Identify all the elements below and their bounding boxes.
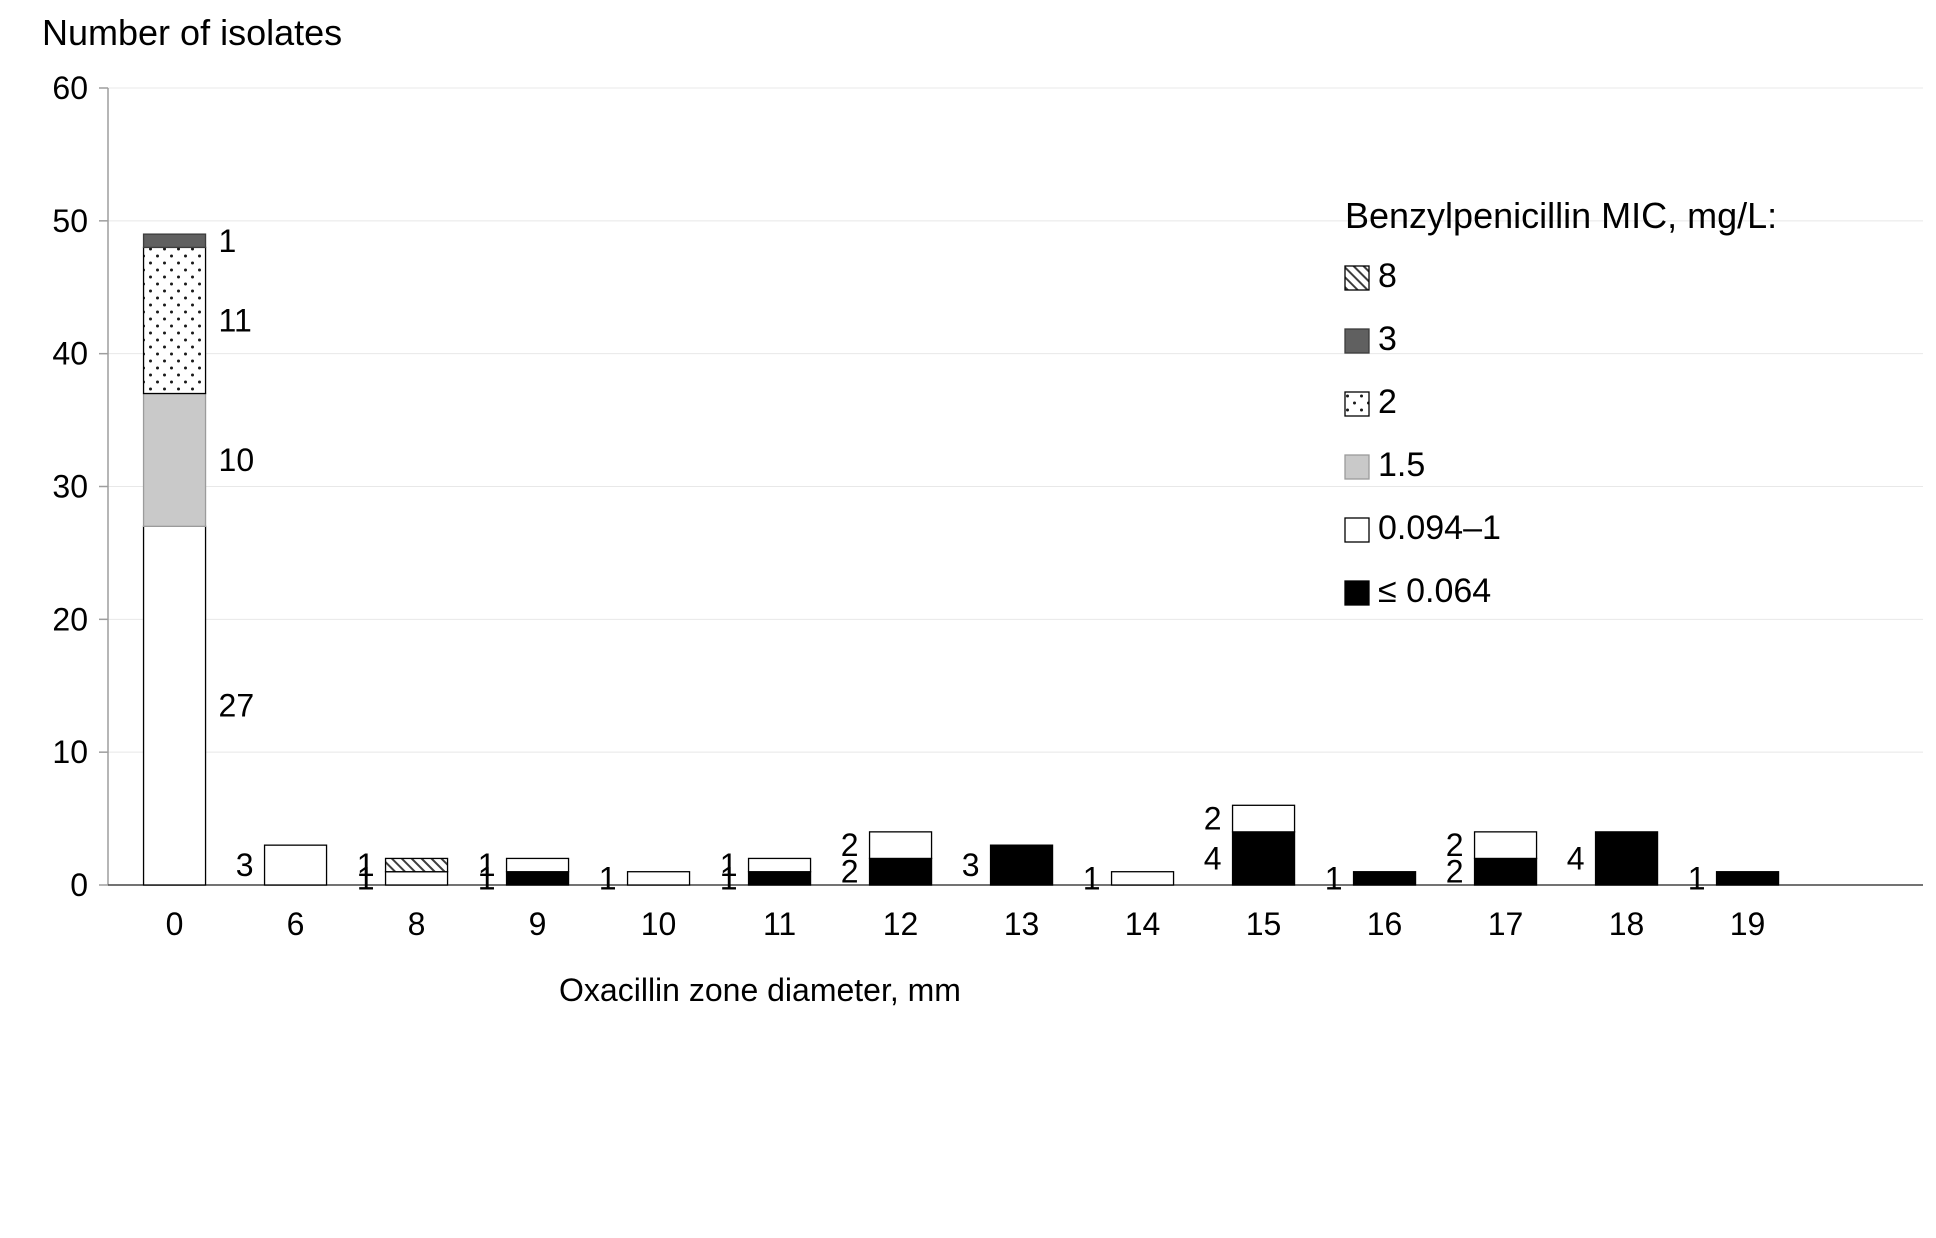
segment-value-label: 1 [720, 847, 738, 883]
bar-segment [626, 871, 691, 886]
x-tick-label: 9 [529, 906, 547, 942]
segment-value-label: 1 [1325, 860, 1343, 896]
x-tick-label: 16 [1367, 906, 1403, 942]
segment-value-label: 1 [478, 847, 496, 883]
bar-segment [142, 246, 207, 395]
segment-value-label: 1 [357, 847, 375, 883]
bar-segment [1231, 831, 1296, 886]
legend-title: Benzylpenicillin MIC, mg/L: [1345, 195, 1777, 236]
segment-value-label: 10 [219, 442, 255, 478]
y-tick-label: 40 [52, 336, 88, 372]
bar-segment [142, 392, 207, 527]
x-tick-label: 17 [1488, 906, 1524, 942]
bar-segment [505, 857, 570, 873]
segment-value-label: 4 [1567, 840, 1585, 876]
x-tick-label: 0 [166, 906, 184, 942]
legend-swatch [1344, 517, 1370, 543]
x-axis-title: Oxacillin zone diameter, mm [559, 972, 961, 1008]
legend-swatch [1344, 391, 1370, 417]
segment-value-label: 3 [236, 847, 254, 883]
y-axis-title: Number of isolates [42, 12, 343, 53]
segment-value-label: 2 [1446, 854, 1464, 890]
bar-segment [1473, 831, 1538, 860]
legend-entry-label: 8 [1378, 257, 1397, 295]
x-tick-label: 14 [1125, 906, 1161, 942]
segment-value-label: 2 [1204, 801, 1222, 837]
segment-value-label: 2 [1446, 827, 1464, 863]
legend-entry-label: 1.5 [1378, 446, 1425, 484]
x-tick-label: 10 [641, 906, 677, 942]
bar-segment [747, 857, 812, 873]
bar-segment [868, 857, 933, 886]
bar-segment [384, 871, 449, 886]
segment-value-label: 1 [478, 860, 496, 896]
segment-value-label: 27 [219, 688, 255, 724]
bar-segment [1473, 857, 1538, 886]
x-tick-label: 6 [287, 906, 305, 942]
segment-value-label: 4 [1204, 840, 1222, 876]
segment-value-label: 1 [720, 860, 738, 896]
legend-swatch [1344, 265, 1370, 291]
x-tick-label: 19 [1730, 906, 1766, 942]
bar-segment [1110, 871, 1175, 886]
segment-value-label: 1 [357, 860, 375, 896]
segment-value-label: 1 [1083, 860, 1101, 896]
bar-segment [142, 525, 207, 886]
y-tick-label: 0 [70, 867, 88, 903]
legend-swatch [1344, 328, 1370, 354]
bar-segment [747, 871, 812, 886]
legend-entry-label: 0.094–1 [1378, 509, 1501, 547]
bar-segment [1352, 871, 1417, 886]
segment-value-label: 1 [1688, 860, 1706, 896]
segment-value-label: 1 [219, 223, 237, 259]
legend-swatch [1344, 580, 1370, 606]
bar-segment [868, 831, 933, 860]
legend-swatch [1344, 454, 1370, 480]
segment-value-label: 3 [962, 847, 980, 883]
bar-segment [142, 233, 207, 249]
bar-segment [505, 871, 570, 886]
bar-segment [989, 844, 1054, 886]
segment-value-label: 11 [219, 302, 252, 338]
x-tick-label: 18 [1609, 906, 1645, 942]
x-tick-label: 11 [763, 906, 796, 942]
bar-segment [1594, 831, 1659, 886]
bar-segment [384, 857, 449, 873]
bar-segment [1231, 804, 1296, 833]
x-tick-label: 13 [1004, 906, 1040, 942]
segment-value-label: 2 [841, 827, 859, 863]
legend-entry-label: ≤ 0.064 [1378, 572, 1491, 610]
segment-value-label: 1 [599, 860, 617, 896]
segment-value-label: 2 [841, 854, 859, 890]
y-tick-label: 30 [52, 469, 88, 505]
y-tick-label: 20 [52, 601, 88, 637]
bar-segment [1715, 871, 1780, 886]
y-tick-label: 10 [52, 734, 88, 770]
legend-entry-label: 3 [1378, 320, 1397, 358]
legend-entry-label: 2 [1378, 383, 1397, 421]
x-tick-label: 8 [408, 906, 426, 942]
x-tick-label: 15 [1246, 906, 1282, 942]
bar-segment [263, 844, 328, 886]
x-tick-label: 12 [883, 906, 919, 942]
y-tick-label: 50 [52, 203, 88, 239]
y-tick-label: 60 [52, 70, 88, 106]
